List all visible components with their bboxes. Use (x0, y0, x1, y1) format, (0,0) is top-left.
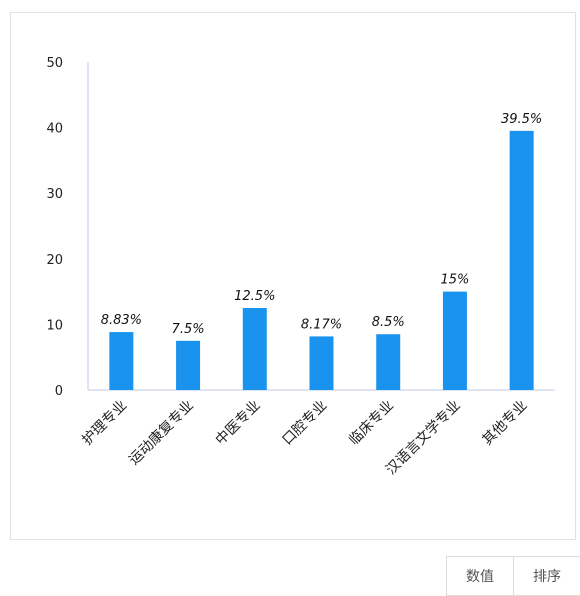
data-label: 7.5% (172, 322, 205, 337)
x-category-label: 运动康复专业 (125, 397, 196, 468)
bar-chart: 0 10 20 30 40 50 8.83% 7.5% 12.5% 8.17% 8.5% 15% 39… (46, 56, 555, 478)
chart-card: 0 10 20 30 40 50 8.83% 7.5% 12.5% 8.17% 8.5% 15% 39… (10, 12, 576, 540)
bar[interactable] (442, 291, 467, 390)
y-tick-label: 10 (46, 318, 63, 333)
data-label: 15% (440, 273, 469, 288)
x-category-label: 中医专业 (213, 398, 264, 449)
data-label: 8.5% (372, 315, 405, 330)
data-label: 8.83% (101, 313, 142, 328)
bar[interactable] (242, 308, 267, 390)
bar[interactable] (376, 334, 401, 390)
bar[interactable] (509, 130, 534, 390)
bar[interactable] (176, 340, 201, 390)
chart-toolbar: 数值 排序 (446, 556, 580, 596)
bar[interactable] (109, 332, 134, 390)
data-labels: 8.83% 7.5% 12.5% 8.17% 8.5% 15% 39.5% (101, 112, 543, 337)
value-button[interactable]: 数值 (466, 569, 494, 585)
data-label: 8.17% (301, 317, 342, 332)
sort-button[interactable]: 排序 (513, 557, 580, 595)
y-tick-label: 20 (46, 253, 63, 268)
x-category-label: 护理专业 (79, 398, 130, 449)
y-tick-label: 40 (46, 122, 63, 137)
bar-series (109, 130, 534, 390)
data-label: 12.5% (234, 289, 275, 304)
x-category-label: 口腔专业 (279, 398, 330, 449)
x-category-label: 临床专业 (346, 398, 397, 449)
y-tick-label: 0 (55, 384, 63, 399)
y-axis-ticks: 0 10 20 30 40 50 (46, 56, 63, 399)
y-tick-label: 30 (46, 187, 63, 202)
bar[interactable] (309, 336, 334, 390)
x-category-label: 其他专业 (480, 398, 531, 449)
y-tick-label: 50 (46, 56, 63, 71)
data-label: 39.5% (501, 112, 542, 127)
